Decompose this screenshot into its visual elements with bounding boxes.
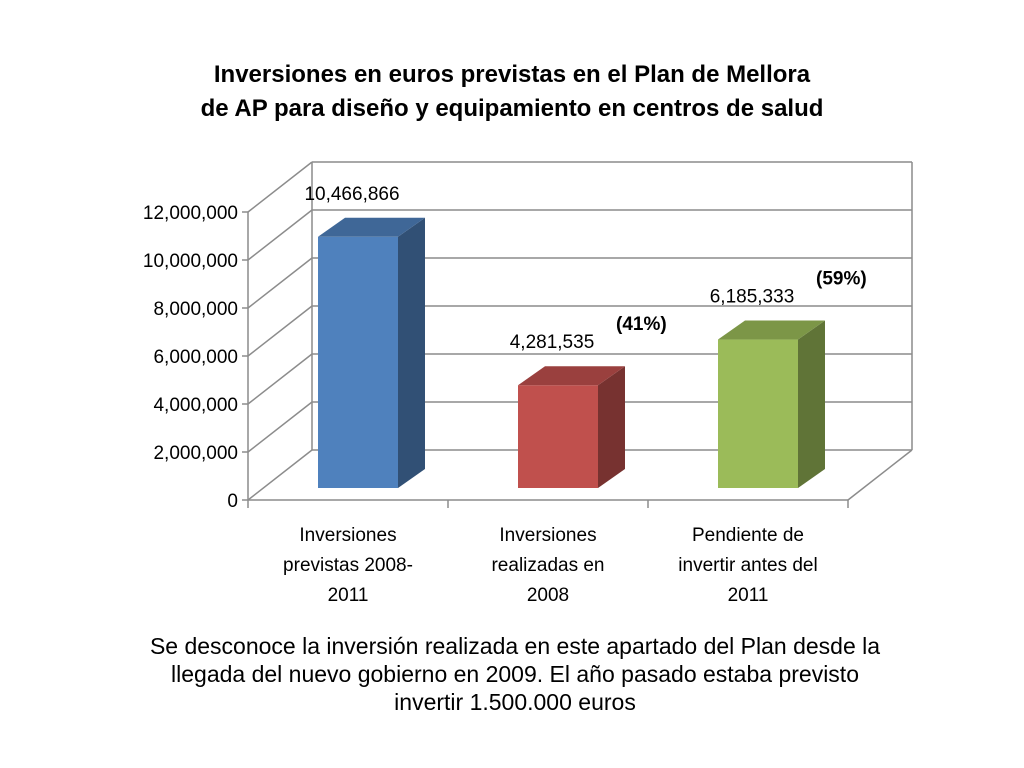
category-label: Inversiones realizadas en 2008 bbox=[491, 525, 604, 606]
caption-line-2: llegada del nuevo gobierno en 2009. El a… bbox=[171, 661, 859, 687]
bar-top bbox=[718, 320, 825, 340]
y-tick-label: 2,000,000 bbox=[153, 443, 238, 464]
bar-side bbox=[598, 366, 625, 488]
category-label-line: Inversiones bbox=[299, 525, 396, 546]
bar-top bbox=[318, 217, 425, 237]
category-label: Pendiente de invertir antes del 2011 bbox=[678, 525, 817, 606]
gridline-diagonal bbox=[247, 449, 313, 501]
category-label-line: Inversiones bbox=[499, 525, 596, 546]
gridline-diagonal bbox=[247, 257, 313, 309]
category-label-line: invertir antes del bbox=[678, 555, 817, 576]
category-label: Inversiones previstas 2008- 2011 bbox=[283, 525, 413, 606]
category-label-line: 2011 bbox=[328, 585, 369, 606]
caption-line-1: Se desconoce la inversión realizada en e… bbox=[149, 633, 881, 659]
gridline-diagonal bbox=[247, 161, 313, 213]
gridline-diagonal bbox=[247, 401, 313, 453]
data-label: 10,466,866 bbox=[304, 184, 399, 205]
percent-label: (41%) bbox=[616, 314, 667, 335]
category-label-line: realizadas en bbox=[491, 555, 604, 576]
floor-right-edge bbox=[847, 449, 913, 501]
bar-front bbox=[518, 385, 598, 488]
y-tick-label: 10,000,000 bbox=[143, 251, 238, 272]
y-tick-label: 4,000,000 bbox=[153, 395, 238, 416]
gridline-diagonal bbox=[247, 209, 313, 261]
chart-title: Inversiones en euros previstas en el Pla… bbox=[0, 58, 1024, 126]
category-label-line: previstas 2008- bbox=[283, 555, 413, 576]
y-tick-label: 6,000,000 bbox=[153, 347, 238, 368]
bar-top bbox=[518, 366, 625, 386]
data-label: 4,281,535 bbox=[510, 332, 595, 353]
category-label-line: 2008 bbox=[527, 585, 569, 606]
chart-title-line-1: Inversiones en euros previstas en el Pla… bbox=[213, 61, 811, 88]
gridline-diagonal bbox=[247, 305, 313, 357]
caption-line-3: invertir 1.500.000 euros bbox=[394, 689, 636, 715]
data-label: 6,185,333 bbox=[710, 287, 795, 308]
bar-front bbox=[718, 339, 798, 488]
bar-chart: 0 2,000,000 4,000,000 6,000,000 8,000,000 10,… bbox=[143, 161, 913, 606]
gridline-diagonal bbox=[247, 353, 313, 405]
bar-side bbox=[798, 320, 825, 488]
chart-title-line-2: de AP para diseño y equipamiento en cent… bbox=[200, 95, 824, 122]
category-label-line: Pendiente de bbox=[692, 525, 804, 546]
y-tick-label: 12,000,000 bbox=[143, 203, 238, 224]
y-tick-label: 0 bbox=[227, 491, 238, 512]
y-tick-label: 8,000,000 bbox=[153, 299, 238, 320]
bar-front bbox=[318, 236, 398, 488]
percent-label: (59%) bbox=[816, 269, 867, 290]
category-label-line: 2011 bbox=[728, 585, 769, 606]
bar-side bbox=[398, 217, 425, 488]
caption: Se desconoce la inversión realizada en e… bbox=[100, 632, 930, 716]
